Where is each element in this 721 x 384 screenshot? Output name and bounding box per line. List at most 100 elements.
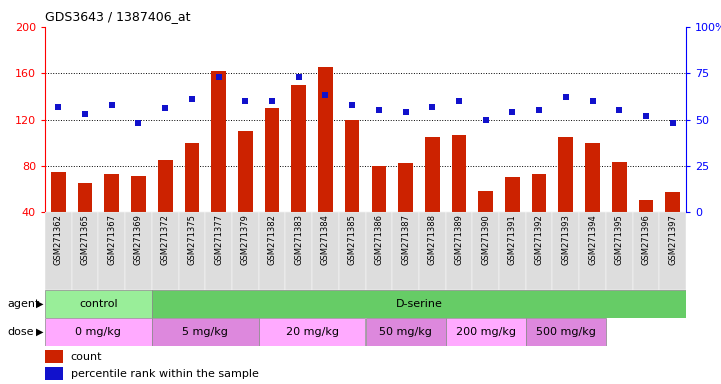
Bar	[606, 212, 632, 290]
Bar	[78, 183, 92, 258]
Text: GSM271391: GSM271391	[508, 214, 517, 265]
Bar	[152, 212, 179, 290]
Bar	[499, 212, 526, 290]
Point	[399, 109, 411, 115]
Bar	[585, 142, 600, 258]
Bar	[639, 200, 653, 258]
Bar	[45, 350, 63, 363]
Bar	[131, 176, 146, 258]
Point	[587, 98, 598, 104]
Text: GSM271395: GSM271395	[615, 214, 624, 265]
Text: ▶: ▶	[36, 299, 43, 309]
Bar	[392, 212, 419, 290]
Bar	[45, 367, 63, 380]
Point	[560, 94, 572, 100]
Bar	[472, 212, 499, 290]
Bar	[612, 162, 627, 258]
Bar	[659, 212, 686, 290]
Bar	[665, 192, 680, 258]
Text: GDS3643 / 1387406_at: GDS3643 / 1387406_at	[45, 10, 190, 23]
Bar	[345, 119, 360, 258]
Text: GSM271387: GSM271387	[401, 214, 410, 265]
Point	[213, 74, 224, 80]
Text: dose: dose	[7, 327, 34, 337]
Bar	[99, 212, 125, 290]
Point	[534, 107, 545, 113]
Point	[266, 98, 278, 104]
Text: agent: agent	[7, 299, 40, 309]
Text: GSM271365: GSM271365	[81, 214, 89, 265]
Point	[106, 102, 118, 108]
Text: GSM271375: GSM271375	[187, 214, 196, 265]
Bar	[238, 131, 252, 258]
Text: GSM271379: GSM271379	[241, 214, 249, 265]
Point	[53, 103, 64, 109]
Text: GSM271369: GSM271369	[134, 214, 143, 265]
Text: 50 mg/kg: 50 mg/kg	[379, 327, 432, 337]
Point	[373, 107, 384, 113]
Text: GSM271392: GSM271392	[534, 214, 544, 265]
Point	[480, 116, 492, 122]
Text: ▶: ▶	[36, 327, 43, 337]
Bar	[505, 177, 520, 258]
Bar	[125, 212, 152, 290]
Bar	[232, 212, 259, 290]
Text: GSM271383: GSM271383	[294, 214, 304, 265]
Point	[667, 120, 678, 126]
Bar	[371, 166, 386, 258]
Point	[640, 113, 652, 119]
Bar	[51, 172, 66, 258]
Text: GSM271390: GSM271390	[481, 214, 490, 265]
Text: control: control	[79, 299, 118, 309]
Bar	[211, 71, 226, 258]
Point	[507, 109, 518, 115]
Point	[79, 111, 91, 117]
Bar	[446, 212, 472, 290]
Bar	[425, 137, 440, 258]
Bar	[265, 108, 279, 258]
Bar	[446, 318, 526, 346]
Point	[346, 102, 358, 108]
Bar	[366, 212, 392, 290]
Text: 200 mg/kg: 200 mg/kg	[456, 327, 516, 337]
Bar	[259, 212, 286, 290]
Bar	[71, 212, 99, 290]
Text: GSM271388: GSM271388	[428, 214, 437, 265]
Point	[133, 120, 144, 126]
Bar	[579, 212, 606, 290]
Text: GSM271362: GSM271362	[54, 214, 63, 265]
Bar	[478, 191, 493, 258]
Bar	[286, 212, 312, 290]
Text: 500 mg/kg: 500 mg/kg	[536, 327, 596, 337]
Point	[454, 98, 465, 104]
Text: GSM271396: GSM271396	[642, 214, 650, 265]
Text: GSM271394: GSM271394	[588, 214, 597, 265]
Bar	[205, 212, 232, 290]
Bar	[259, 318, 366, 346]
Bar	[45, 212, 71, 290]
Bar	[45, 290, 152, 318]
Point	[614, 107, 625, 113]
Text: GSM271393: GSM271393	[562, 214, 570, 265]
Bar	[552, 212, 579, 290]
Text: count: count	[71, 352, 102, 362]
Bar	[632, 212, 659, 290]
Bar	[366, 318, 446, 346]
Text: 20 mg/kg: 20 mg/kg	[286, 327, 339, 337]
Text: GSM271389: GSM271389	[454, 214, 464, 265]
Bar	[158, 160, 172, 258]
Bar	[318, 68, 333, 258]
Text: GSM271385: GSM271385	[348, 214, 357, 265]
Bar	[532, 174, 547, 258]
Bar	[526, 212, 552, 290]
Point	[293, 74, 304, 80]
Text: GSM271397: GSM271397	[668, 214, 677, 265]
Bar	[312, 212, 339, 290]
Text: GSM271377: GSM271377	[214, 214, 223, 265]
Text: D-serine: D-serine	[396, 299, 443, 309]
Bar	[45, 318, 152, 346]
Bar	[152, 318, 259, 346]
Bar	[339, 212, 366, 290]
Bar	[398, 164, 413, 258]
Bar	[179, 212, 205, 290]
